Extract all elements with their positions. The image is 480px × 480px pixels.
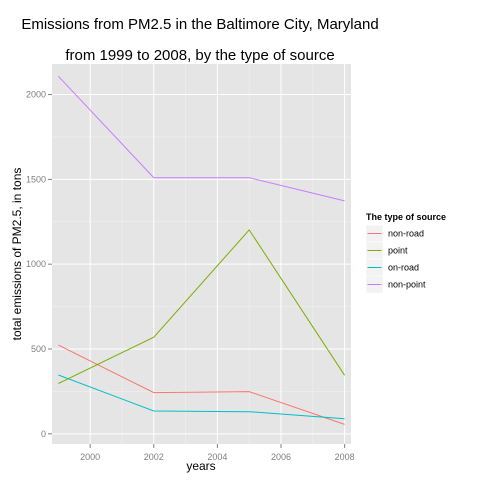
y-tick-label: 1000 [26,259,46,269]
y-tick-label: 500 [31,344,46,354]
chart-title-line1: Emissions from PM2.5 in the Baltimore Ci… [21,16,378,33]
chart-title-line2: from 1999 to 2008, by the type of source [65,47,334,64]
legend-label: non-road [388,229,424,239]
x-tick-label: 2002 [144,452,164,462]
y-tick-label: 0 [41,429,46,439]
x-tick-label: 2006 [271,452,291,462]
y-axis-title: total emissions of PM2.5, in tons [10,168,24,341]
legend: The type of source non-roadpointon-roadn… [366,212,446,293]
x-tick-label: 2000 [80,452,100,462]
legend-label: on-road [388,263,419,273]
legend-item-non-point: non-point [366,276,426,293]
y-tick-label: 1500 [26,174,46,184]
x-tick-label: 2008 [335,452,355,462]
legend-label: non-point [388,280,426,290]
legend-item-non-road: non-road [366,225,424,242]
legend-item-point: point [366,242,408,259]
legend-items: non-road point on-road non-point [366,225,426,293]
legend-item-on-road: on-road [366,259,419,276]
legend-label: point [388,246,408,256]
x-axis-title: years [186,459,215,473]
y-tick-label: 2000 [26,90,46,100]
y-axis: 0 500 1000 1500 2000 [26,90,52,439]
plot-panel [52,64,351,444]
x-axis: 2000 2002 2004 2006 2008 [80,444,354,462]
legend-title: The type of source [366,212,446,222]
